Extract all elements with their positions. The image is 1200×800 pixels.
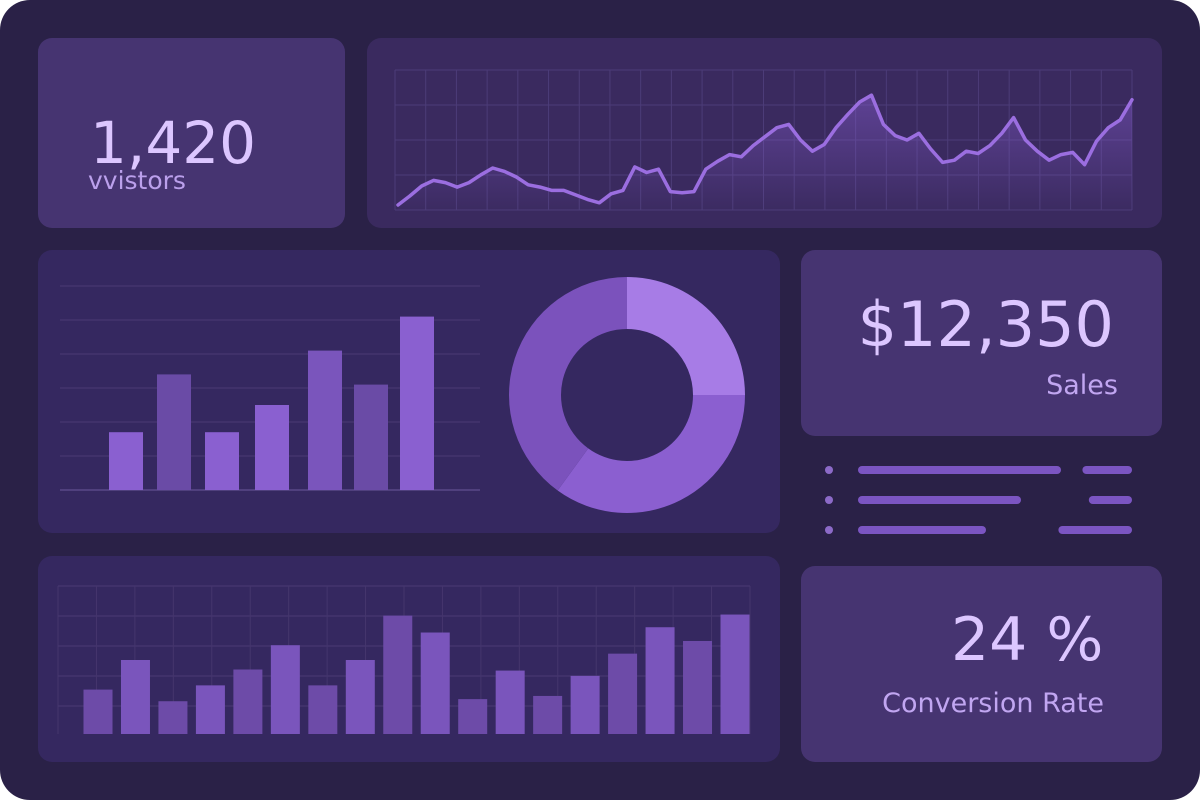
overview-card[interactable] (38, 250, 780, 533)
bar (420, 632, 450, 734)
bar (195, 685, 225, 734)
bar (400, 316, 434, 490)
sales-label: Sales (1046, 370, 1118, 401)
visitors-value: 1,420 (90, 109, 257, 177)
bar (683, 640, 713, 734)
series-line (396, 93, 1134, 207)
bar (205, 432, 239, 490)
sales-card[interactable]: $12,350 Sales (801, 250, 1162, 436)
conversion-label: Conversion Rate (882, 688, 1104, 719)
bar (570, 675, 600, 734)
donut-slice (627, 277, 745, 395)
visitors-label: vvistors (88, 166, 186, 195)
bar (720, 614, 750, 734)
bar (158, 701, 188, 734)
line-chart (394, 69, 1134, 211)
bar (255, 405, 289, 490)
donut-slice (509, 277, 627, 491)
bar (233, 669, 263, 734)
bar-chart (60, 285, 480, 491)
bottom-bar-chart-card[interactable] (38, 556, 780, 762)
conversion-card[interactable]: 24 % Conversion Rate (801, 566, 1162, 762)
bar (120, 660, 150, 734)
bar (533, 695, 563, 734)
bar (157, 374, 191, 490)
donut-chart (509, 277, 745, 513)
bottom-bar-chart (57, 585, 751, 734)
donut-slice (557, 395, 745, 513)
bar (354, 384, 388, 490)
bar (495, 670, 525, 734)
list-bullet (825, 496, 833, 504)
bar (458, 699, 488, 734)
bar (345, 660, 375, 734)
list-bullet (825, 526, 833, 534)
bar (608, 653, 638, 734)
bar (308, 685, 338, 734)
visits-line-chart-card[interactable] (367, 38, 1162, 228)
bar (383, 615, 413, 734)
sales-value: $12,350 (857, 288, 1114, 361)
bar (270, 645, 300, 734)
bar (308, 350, 342, 490)
bar (109, 432, 143, 490)
conversion-value: 24 % (951, 605, 1104, 675)
list-bullet (825, 466, 833, 474)
line-area (398, 95, 1132, 210)
visitors-card[interactable]: 1,420 vvistors (38, 38, 345, 228)
bar (645, 627, 675, 734)
bar (83, 689, 113, 734)
